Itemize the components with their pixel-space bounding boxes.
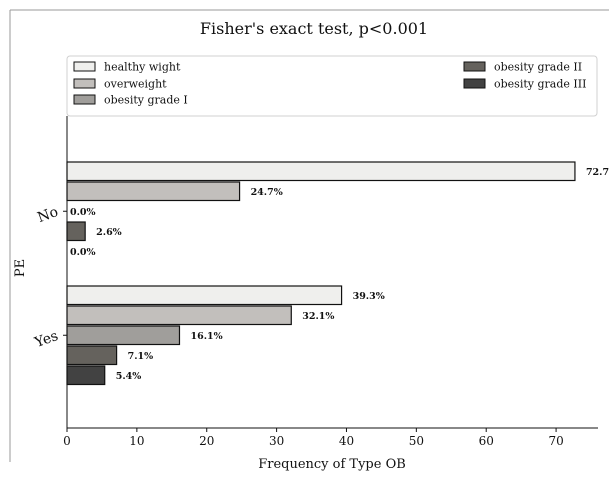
x-tick-label: 30 [269,434,284,448]
bar [66,325,181,346]
legend-entry-label: obesity grade I [104,94,188,107]
legend-entry-label: overweight [104,78,167,91]
bar-value-label: 32.1% [302,311,334,322]
x-tick-label: 0 [63,434,71,448]
legend-entry-label: healthy wight [104,61,181,74]
bar-value-label: 16.1% [190,331,222,342]
legend-entry-label: obesity grade III [494,78,586,91]
x-tick-label: 20 [199,434,214,448]
bar-value-label: 24.7% [251,187,283,198]
legend-entry-label: obesity grade II [494,61,582,74]
bar-value-label: 39.3% [353,291,385,302]
x-axis-label: Frequency of Type OB [258,457,406,472]
legend-swatch [463,78,486,89]
bar-value-label: 7.1% [128,351,154,362]
y-tick-label: Yes [32,328,60,351]
chart-title: Fisher's exact test, p<0.001 [200,19,428,38]
x-tick-label: 40 [339,434,354,448]
bar [66,305,292,326]
bar [66,161,576,182]
legend-swatch [73,78,96,89]
bar [66,221,86,242]
y-axis-label: PE [13,259,28,277]
chart-legend: healthy wight overweight obesity grade I ob… [66,55,598,117]
bar-value-label: 5.4% [116,371,142,382]
legend-swatch [73,61,96,72]
legend-swatch [73,94,96,105]
x-tick-label: 60 [479,434,494,448]
x-tick-label: 70 [548,434,563,448]
legend-swatch [463,61,486,72]
bar [66,285,343,306]
bar-value-label: 72.7% [586,167,609,178]
chart-bars: 72.7% 24.7% 0.0%2.6%0.0% 39.3% 32.1% 16.1% 7.1… [66,161,609,386]
y-tick-label: No [35,204,60,226]
x-tick-label: 10 [129,434,144,448]
bar [66,345,118,366]
bar-value-label: 0.0% [70,207,96,218]
bar [66,181,241,202]
bar-value-label: 2.6% [96,227,122,238]
x-tick-label: 50 [409,434,424,448]
bar-value-label: 0.0% [70,247,96,258]
bar [66,365,106,386]
